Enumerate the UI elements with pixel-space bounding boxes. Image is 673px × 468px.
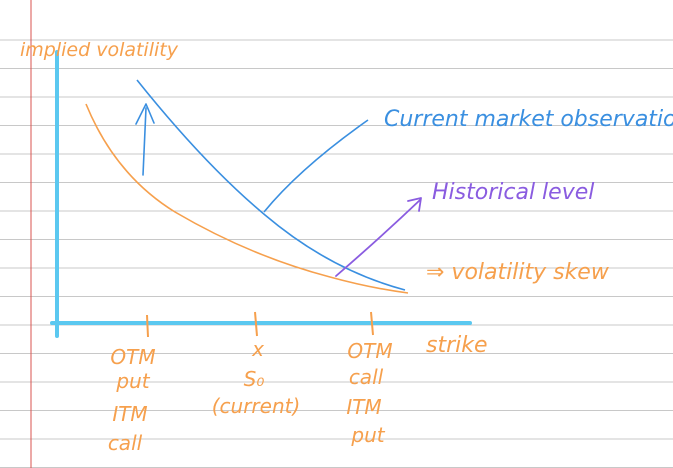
tick-label-line: put: [115, 369, 150, 393]
volatility-skew-label: ⇒ volatility skew: [426, 260, 610, 285]
y-axis-label: implied volatility: [20, 39, 179, 61]
tick-label-right: OTM call ITM put: [346, 339, 392, 447]
shift-up-arrow-icon: [135, 103, 155, 176]
tick-label-line: put: [350, 423, 385, 447]
tick-label-line: call: [108, 431, 143, 455]
historical-pointer-arrow-icon: [335, 197, 422, 277]
tick-label-line: ITM: [346, 395, 381, 419]
tick-label-left: OTM put ITM call: [108, 345, 156, 455]
tick-label-line: (current): [212, 394, 301, 418]
tick-label-line: OTM: [110, 345, 155, 369]
historical-volatility-curve: [85, 103, 409, 294]
tick-label-middle: x S₀ (current): [212, 337, 301, 418]
tick-mark-otm-call: [370, 311, 374, 336]
tick-mark-otm-put: [146, 314, 149, 338]
tick-label-line: OTM: [347, 339, 392, 363]
ruled-lines: [0, 39, 673, 468]
tick-label-line: ITM: [112, 402, 147, 426]
tick-label-line: S₀: [244, 367, 265, 391]
current-market-label: Current market observation: [384, 107, 673, 132]
tick-mark-current: [254, 311, 258, 337]
tick-label-line: x: [251, 337, 264, 361]
current-volatility-curve: [136, 79, 406, 291]
historical-level-label: Historical level: [432, 180, 594, 205]
current-pointer-line: [263, 119, 369, 213]
x-axis-label: strike: [426, 333, 488, 358]
tick-label-line: call: [349, 365, 384, 389]
